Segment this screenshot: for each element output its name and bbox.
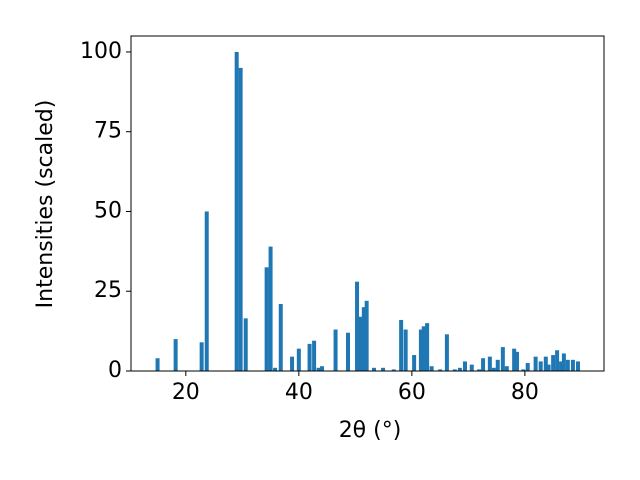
bar (452, 369, 457, 371)
plot-frame (130, 35, 605, 372)
bar (538, 361, 543, 371)
bar (477, 369, 482, 371)
bar (444, 334, 449, 371)
bar (429, 366, 434, 371)
bar (543, 356, 548, 371)
bar (173, 339, 178, 371)
bar (551, 355, 556, 371)
bar (521, 369, 526, 371)
y-tick-label: 75 (94, 119, 122, 144)
bar (371, 367, 376, 371)
bar (481, 358, 486, 371)
bar (555, 350, 560, 371)
bar (333, 329, 338, 371)
bar (491, 367, 496, 371)
bar (546, 364, 551, 371)
bar (234, 51, 239, 371)
bar (421, 326, 426, 371)
bar (412, 355, 417, 371)
y-tick-label: 0 (108, 358, 122, 383)
bar (320, 366, 325, 371)
y-axis-label: Intensities (scaled) (33, 100, 58, 309)
x-tick-label: 20 (172, 380, 200, 405)
x-tick-label: 80 (511, 380, 539, 405)
x-tick-label: 40 (285, 380, 313, 405)
bar (525, 363, 530, 371)
bar (290, 356, 295, 371)
y-tick-label: 25 (94, 278, 122, 303)
bar (268, 246, 273, 371)
bar (559, 361, 564, 371)
bar (238, 67, 243, 372)
bar (355, 281, 360, 371)
bar (391, 369, 396, 371)
bar (469, 364, 474, 371)
bar (462, 361, 467, 371)
bar (576, 361, 581, 371)
bar (312, 340, 317, 371)
bar (155, 358, 160, 371)
bar (495, 359, 500, 371)
bar (533, 356, 538, 371)
bar (504, 366, 509, 371)
bar (438, 369, 443, 371)
bar (500, 347, 505, 371)
bar (381, 367, 386, 371)
bar (570, 359, 575, 371)
bar (199, 342, 204, 371)
bar (512, 348, 517, 371)
bar (364, 300, 369, 371)
bar (316, 367, 321, 371)
bar (403, 329, 408, 371)
bar (296, 348, 301, 371)
bar (487, 356, 492, 371)
bar (514, 351, 519, 371)
bar (204, 211, 209, 371)
y-tick-label: 50 (94, 198, 122, 223)
bar (264, 267, 269, 371)
bar (278, 304, 283, 371)
bar (273, 367, 278, 371)
x-axis-label: 2θ (°) (339, 418, 402, 443)
bar (399, 319, 404, 371)
y-tick-label: 100 (80, 39, 122, 64)
bar (243, 318, 248, 371)
bar (361, 307, 366, 371)
bar (418, 329, 423, 371)
bar (359, 316, 364, 371)
x-tick-label: 60 (398, 380, 426, 405)
bar (307, 343, 312, 371)
bar (565, 359, 570, 371)
bar (346, 332, 351, 371)
bar (561, 353, 566, 371)
bar (457, 367, 462, 371)
bar (425, 323, 430, 371)
